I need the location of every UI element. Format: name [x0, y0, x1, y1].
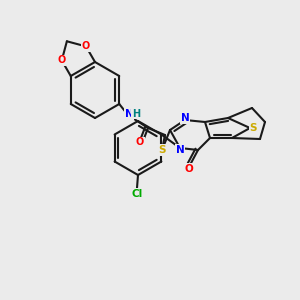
Text: O: O [82, 41, 90, 51]
Text: N: N [181, 113, 189, 123]
Text: H: H [132, 109, 140, 119]
Text: O: O [136, 137, 144, 147]
Text: O: O [184, 164, 194, 174]
Text: S: S [158, 145, 166, 155]
Text: O: O [58, 56, 66, 65]
Text: N: N [176, 145, 184, 155]
Text: S: S [249, 123, 257, 133]
Text: Cl: Cl [131, 189, 142, 199]
Text: N: N [124, 109, 134, 119]
